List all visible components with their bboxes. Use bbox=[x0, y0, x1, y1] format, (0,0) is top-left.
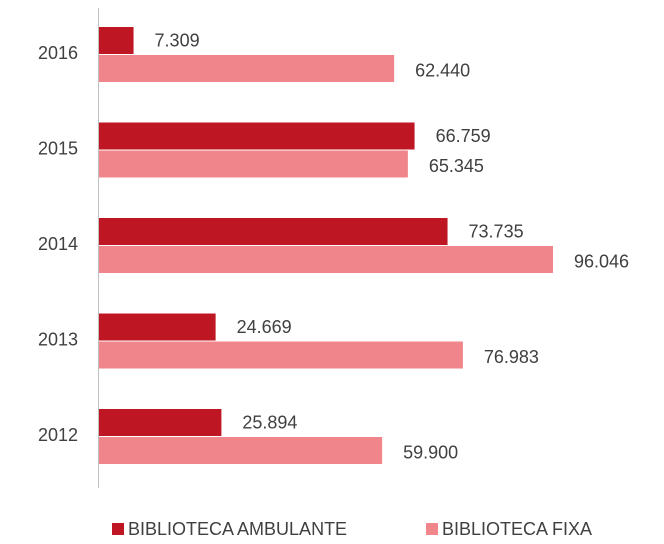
legend-swatch bbox=[112, 523, 124, 535]
data-label: 24.669 bbox=[237, 317, 292, 337]
data-label: 73.735 bbox=[469, 221, 524, 241]
y-tick-label: 2015 bbox=[38, 138, 78, 158]
data-label: 65.345 bbox=[429, 156, 484, 176]
data-label: 62.440 bbox=[415, 60, 470, 80]
bar bbox=[99, 122, 415, 150]
data-label: 66.759 bbox=[436, 126, 491, 146]
y-tick-label: 2014 bbox=[38, 234, 78, 254]
legend-label: BIBLIOTECA AMBULANTE bbox=[128, 519, 347, 539]
data-label: 25.894 bbox=[242, 412, 297, 432]
bar bbox=[99, 55, 395, 82]
bar bbox=[99, 341, 463, 369]
bar bbox=[99, 218, 448, 245]
bar bbox=[99, 27, 134, 54]
bar bbox=[99, 437, 383, 464]
y-tick-label: 2013 bbox=[38, 329, 78, 349]
bar bbox=[99, 409, 222, 436]
bar bbox=[99, 150, 408, 178]
y-tick-label: 2012 bbox=[38, 425, 78, 445]
data-label: 96.046 bbox=[574, 251, 629, 271]
bar bbox=[99, 246, 553, 273]
legend-label: BIBLIOTECA FIXA bbox=[442, 519, 592, 539]
bar bbox=[99, 313, 216, 341]
data-label: 76.983 bbox=[484, 347, 539, 367]
data-label: 7.309 bbox=[155, 30, 200, 50]
data-label: 59.900 bbox=[403, 442, 458, 462]
y-tick-label: 2016 bbox=[38, 43, 78, 63]
legend-swatch bbox=[426, 523, 438, 535]
